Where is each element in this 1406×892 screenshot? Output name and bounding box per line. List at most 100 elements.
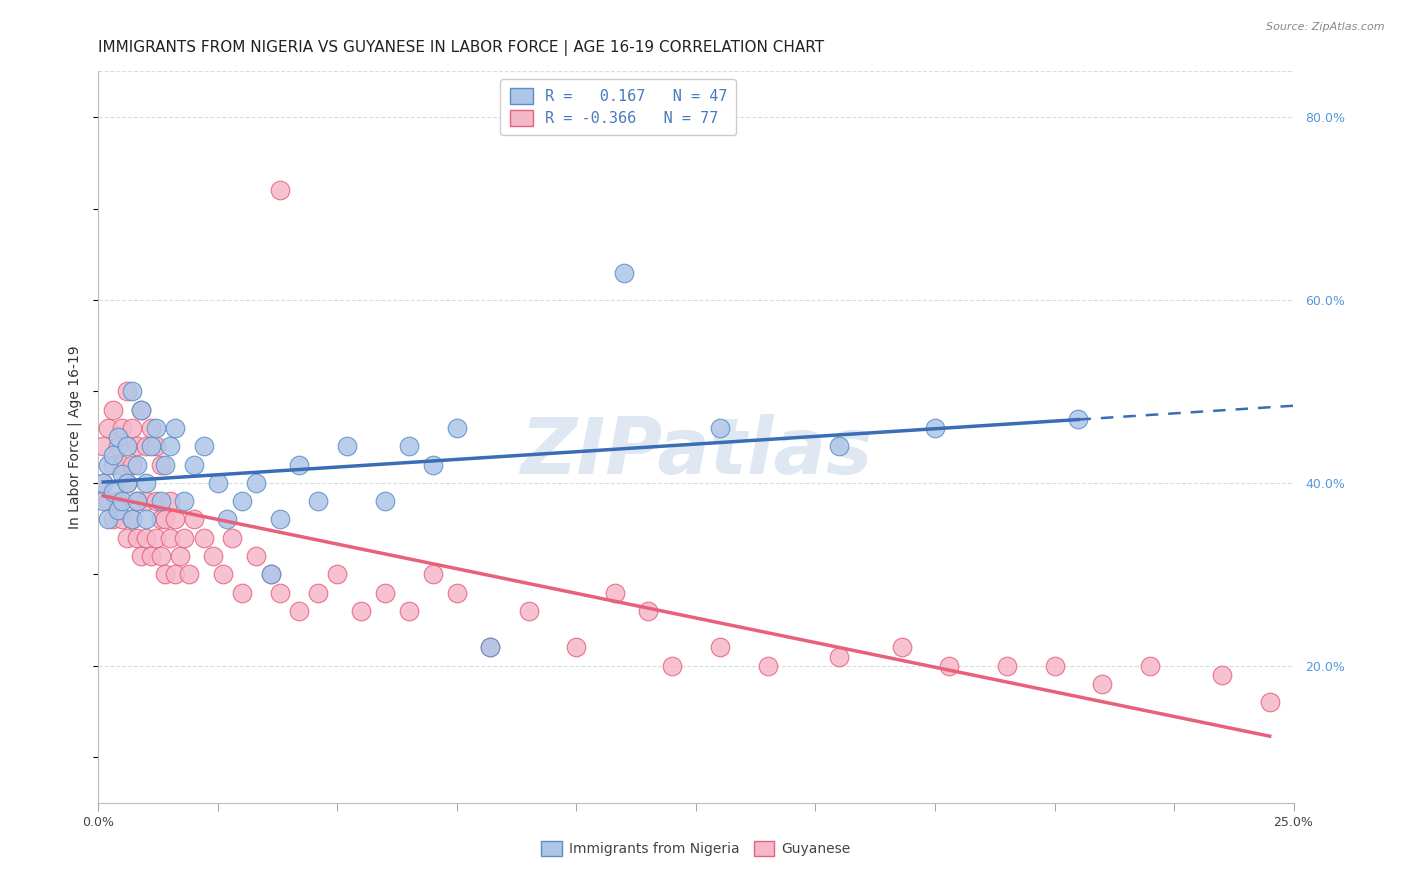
Point: [159, 531, 181, 545]
Text: Source: ZipAtlas.com: Source: ZipAtlas.com: [1267, 22, 1385, 32]
Point: [350, 604, 373, 618]
Point: [131, 549, 153, 563]
Point: [131, 402, 153, 417]
Point: [97, 494, 120, 508]
Point: [101, 449, 124, 463]
Point: [756, 658, 779, 673]
Point: [193, 531, 215, 545]
Point: [91, 475, 114, 490]
Point: [139, 549, 162, 563]
Point: [107, 430, 129, 444]
Point: [995, 658, 1018, 673]
Point: [135, 494, 157, 508]
Point: [107, 494, 129, 508]
Point: [163, 421, 186, 435]
Point: [1139, 658, 1161, 673]
Point: [121, 384, 143, 399]
Point: [125, 458, 148, 472]
Point: [115, 439, 138, 453]
Point: [145, 531, 167, 545]
Point: [111, 421, 134, 435]
Point: [169, 549, 191, 563]
Point: [259, 567, 281, 582]
Point: [97, 421, 120, 435]
Point: [115, 531, 138, 545]
Point: [121, 512, 143, 526]
Point: [163, 512, 186, 526]
Point: [183, 458, 205, 472]
Point: [307, 494, 329, 508]
Point: [709, 421, 731, 435]
Point: [269, 512, 291, 526]
Point: [924, 421, 946, 435]
Point: [231, 585, 253, 599]
Point: [107, 503, 129, 517]
Point: [121, 512, 143, 526]
Point: [1258, 695, 1281, 709]
Point: [207, 475, 229, 490]
Point: [603, 585, 626, 599]
Point: [135, 475, 157, 490]
Point: [890, 640, 912, 655]
Point: [125, 494, 148, 508]
Point: [111, 512, 134, 526]
Point: [145, 494, 167, 508]
Point: [101, 485, 124, 500]
Point: [231, 494, 253, 508]
Point: [101, 512, 124, 526]
Point: [1211, 667, 1233, 681]
Point: [422, 567, 444, 582]
Point: [111, 458, 134, 472]
Point: [217, 512, 239, 526]
Point: [269, 183, 291, 197]
Point: [101, 458, 124, 472]
Legend: Immigrants from Nigeria, Guyanese: Immigrants from Nigeria, Guyanese: [536, 836, 856, 862]
Point: [91, 439, 114, 453]
Point: [398, 439, 420, 453]
Point: [97, 458, 120, 472]
Point: [307, 585, 329, 599]
Point: [91, 494, 114, 508]
Point: [938, 658, 960, 673]
Point: [159, 494, 181, 508]
Point: [202, 549, 225, 563]
Point: [125, 439, 148, 453]
Point: [245, 549, 267, 563]
Point: [125, 531, 148, 545]
Point: [139, 439, 162, 453]
Point: [121, 421, 143, 435]
Point: [479, 640, 502, 655]
Point: [101, 402, 124, 417]
Point: [565, 640, 588, 655]
Point: [121, 458, 143, 472]
Point: [221, 531, 243, 545]
Point: [446, 585, 468, 599]
Point: [517, 604, 540, 618]
Point: [288, 604, 311, 618]
Point: [135, 439, 157, 453]
Point: [183, 512, 205, 526]
Point: [131, 402, 153, 417]
Point: [193, 439, 215, 453]
Point: [111, 494, 134, 508]
Point: [149, 458, 172, 472]
Point: [149, 512, 172, 526]
Point: [245, 475, 267, 490]
Point: [91, 475, 114, 490]
Point: [269, 585, 291, 599]
Point: [139, 421, 162, 435]
Point: [173, 494, 195, 508]
Point: [163, 567, 186, 582]
Point: [613, 266, 636, 280]
Point: [115, 475, 138, 490]
Point: [326, 567, 349, 582]
Point: [479, 640, 502, 655]
Point: [155, 458, 177, 472]
Point: [115, 384, 138, 399]
Point: [336, 439, 359, 453]
Point: [135, 512, 157, 526]
Point: [135, 531, 157, 545]
Point: [111, 467, 134, 481]
Point: [398, 604, 420, 618]
Point: [422, 458, 444, 472]
